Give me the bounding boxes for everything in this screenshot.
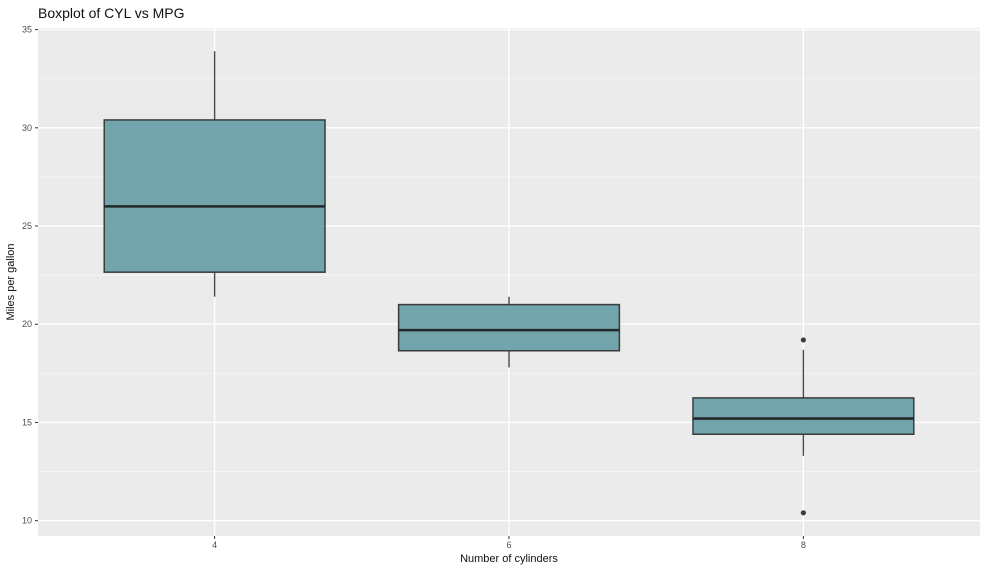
y-tick-label-25: 25 — [22, 221, 32, 231]
box-4cyl — [103, 119, 326, 273]
outlier-point-8cyl-19.2 — [800, 337, 806, 343]
box-8cyl — [692, 397, 915, 435]
y-tick-label-15: 15 — [22, 417, 32, 427]
x-tick-label-6: 6 — [506, 540, 511, 550]
chart-title: Boxplot of CYL vs MPG — [38, 5, 185, 21]
x-axis-title: Number of cylinders — [460, 553, 558, 565]
x-tick-label-4: 4 — [212, 540, 217, 550]
y-tick-label-35: 35 — [22, 25, 32, 35]
y-tick-label-20: 20 — [22, 319, 32, 329]
y-tick-label-10: 10 — [22, 516, 32, 526]
x-tick-label-8: 8 — [801, 540, 806, 550]
box-6cyl — [397, 303, 621, 352]
y-axis-title: Miles per gallon — [5, 243, 17, 321]
outlier-point-8cyl-10.4 — [800, 510, 806, 516]
y-tick-label-30: 30 — [22, 123, 32, 133]
